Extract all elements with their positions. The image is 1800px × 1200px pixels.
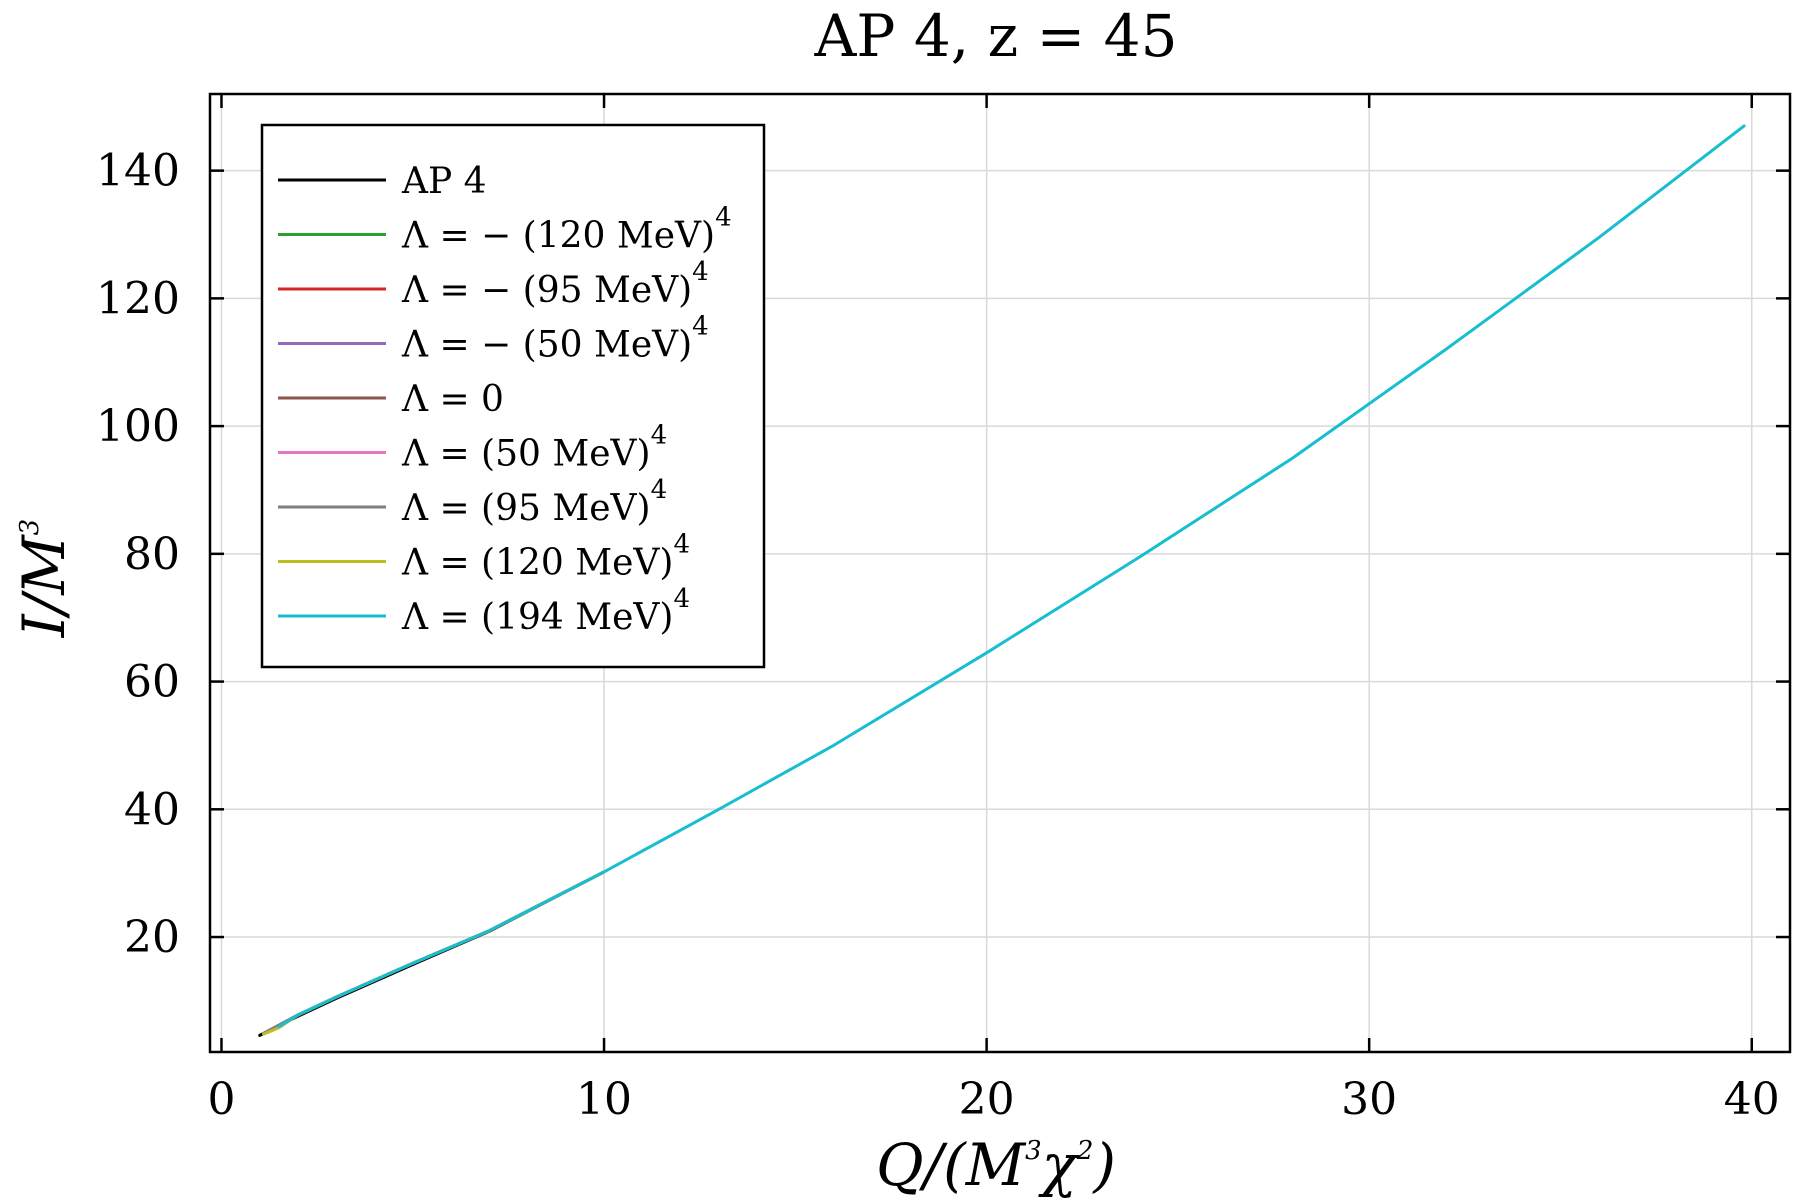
- legend-item: AP 4: [278, 161, 487, 202]
- legend-label: Λ = − (50 MeV)4: [401, 312, 709, 366]
- legend-label: Λ = 0: [401, 379, 504, 420]
- y-tick-label: 40: [124, 784, 180, 835]
- x-tick-label: 10: [576, 1074, 632, 1125]
- legend-label: Λ = − (95 MeV)4: [401, 257, 709, 311]
- y-tick-label: 140: [96, 146, 180, 197]
- series-line: [277, 124, 1746, 1028]
- y-tick-label: 60: [124, 657, 180, 708]
- series-lines: [258, 124, 1746, 1037]
- chart-title: AP 4, z = 45: [814, 2, 1178, 70]
- y-axis-label: I/M3: [10, 519, 78, 638]
- legend-item: Λ = − (120 MeV)4: [278, 203, 732, 257]
- y-tick-label: 20: [124, 912, 180, 963]
- legend-item: Λ = − (50 MeV)4: [278, 312, 709, 366]
- y-tick-label: 100: [96, 401, 180, 452]
- axis-ticks: [210, 94, 1790, 1052]
- legend-item: Λ = (120 MeV)4: [278, 530, 690, 584]
- legend-item: Λ = − (95 MeV)4: [278, 257, 709, 311]
- legend-item: Λ = (95 MeV)4: [278, 475, 667, 529]
- legend-label: Λ = − (120 MeV)4: [401, 203, 732, 257]
- legend-item: Λ = (194 MeV)4: [278, 584, 690, 638]
- x-axis-label: Q/(M3χ2): [876, 1131, 1116, 1199]
- legend-box: [260, 123, 766, 669]
- legend-label: Λ = (120 MeV)4: [401, 530, 690, 584]
- y-tick-label: 120: [96, 273, 180, 324]
- x-tick-label: 0: [207, 1074, 235, 1125]
- legend: AP 4Λ = − (120 MeV)4Λ = − (95 MeV)4Λ = −…: [260, 123, 766, 669]
- legend-label: Λ = (194 MeV)4: [401, 584, 690, 638]
- tick-labels: 0 10 20 30 40 20 40 60 80 100 120 140: [96, 146, 1780, 1125]
- plot-frame: [208, 92, 1792, 1054]
- legend-item: Λ = (50 MeV)4: [278, 421, 667, 475]
- x-tick-label: 40: [1724, 1074, 1780, 1125]
- legend-label: Λ = (50 MeV)4: [401, 421, 667, 475]
- legend-item: Λ = 0: [278, 379, 504, 420]
- y-tick-label: 80: [124, 529, 180, 580]
- legend-label: Λ = (95 MeV)4: [401, 475, 667, 529]
- x-tick-label: 20: [959, 1074, 1015, 1125]
- legend-label: AP 4: [401, 161, 487, 202]
- x-tick-label: 30: [1341, 1074, 1397, 1125]
